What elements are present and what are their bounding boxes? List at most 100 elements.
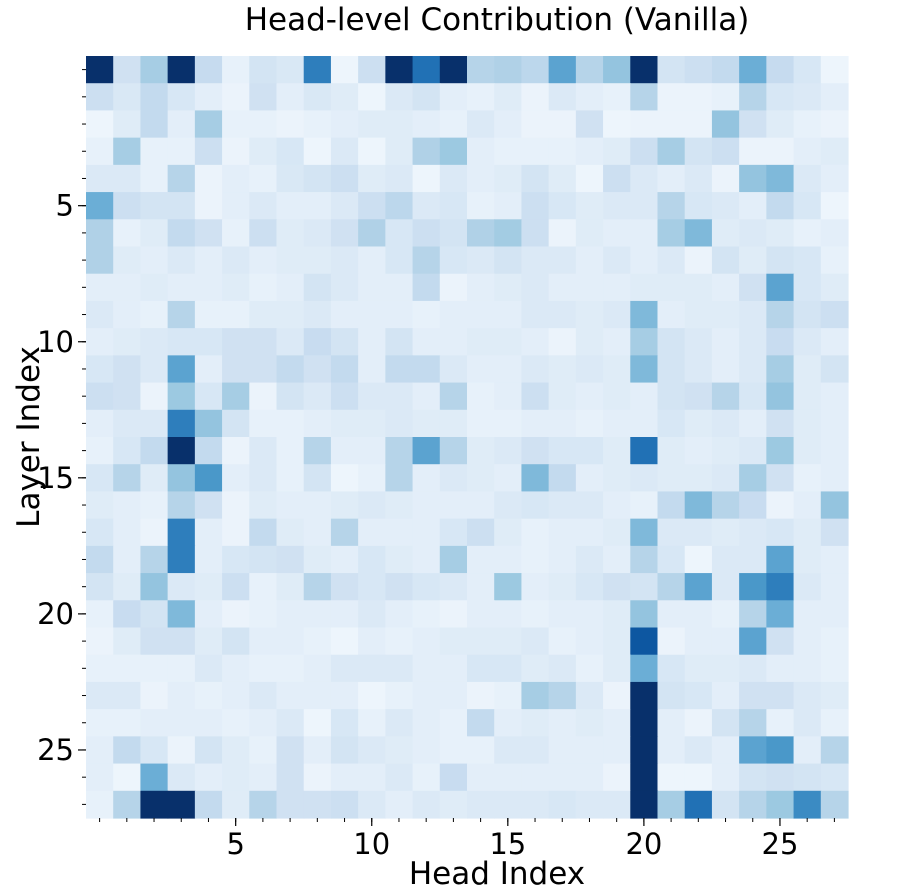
y-tick-label: 10 [37, 325, 74, 359]
heatmap-cell-layer-5-head-10 [358, 192, 386, 220]
heatmap-cell-layer-24-head-5 [222, 709, 250, 737]
heatmap-cell-layer-26-head-14 [467, 763, 495, 792]
heatmap-cell-layer-8-head-22 [684, 273, 713, 302]
heatmap-cell-layer-3-head-23 [711, 137, 740, 166]
heatmap-cell-layer-26-head-1 [113, 763, 142, 792]
heatmap-cell-layer-19-head-0 [86, 573, 114, 601]
heatmap-cell-layer-23-head-14 [467, 681, 495, 710]
heatmap-cell-layer-8-head-8 [303, 273, 332, 302]
heatmap-cell-layer-18-head-19 [603, 545, 631, 574]
heatmap-cell-layer-14-head-18 [575, 437, 604, 465]
heatmap-cell-layer-11-head-0 [86, 355, 114, 384]
heatmap-cell-layer-24-head-21 [657, 709, 686, 737]
x-axis-label: Head Index [409, 856, 585, 892]
heatmap-cell-layer-1-head-19 [603, 83, 631, 112]
heatmap-cell-layer-8-head-27 [820, 273, 849, 302]
heatmap-cell-layer-5-head-11 [385, 192, 414, 220]
heatmap-cell-layer-11-head-18 [575, 355, 604, 384]
heatmap-cell-layer-23-head-20 [630, 681, 659, 710]
heatmap-cell-layer-7-head-21 [657, 246, 686, 275]
heatmap-cell-layer-14-head-11 [385, 437, 414, 465]
heatmap-cell-layer-10-head-1 [113, 328, 142, 356]
heatmap-cell-layer-16-head-5 [222, 491, 250, 520]
heatmap-cell-layer-7-head-4 [194, 246, 223, 275]
heatmap-cell-layer-18-head-20 [630, 545, 659, 574]
heatmap-cell-layer-20-head-20 [630, 600, 659, 629]
heatmap-cell-layer-20-head-3 [167, 600, 196, 629]
heatmap-cell-layer-24-head-1 [113, 709, 142, 737]
heatmap-cell-layer-21-head-10 [358, 627, 386, 656]
heatmap-cell-layer-23-head-6 [249, 681, 278, 710]
heatmap-cell-layer-10-head-23 [711, 328, 740, 356]
heatmap-cell-layer-12-head-23 [711, 382, 740, 411]
heatmap-cell-layer-26-head-0 [86, 763, 114, 792]
heatmap-cell-layer-24-head-18 [575, 709, 604, 737]
heatmap-cell-layer-6-head-9 [330, 219, 359, 248]
heatmap-cell-layer-20-head-19 [603, 600, 631, 629]
heatmap-cell-layer-17-head-10 [358, 518, 386, 547]
heatmap-cell-layer-21-head-19 [603, 627, 631, 656]
heatmap-cell-layer-16-head-9 [330, 491, 359, 520]
heatmap-cell-layer-10-head-24 [739, 328, 767, 356]
heatmap-cell-layer-4-head-18 [575, 164, 604, 193]
heatmap-cell-layer-19-head-26 [793, 573, 822, 601]
heatmap-cell-layer-2-head-3 [167, 110, 196, 139]
heatmap-cell-layer-7-head-12 [412, 246, 441, 275]
heatmap-cell-layer-12-head-2 [140, 382, 169, 411]
heatmap-cell-layer-1-head-15 [494, 83, 523, 112]
heatmap-cell-layer-2-head-10 [358, 110, 386, 139]
heatmap-cell-layer-27-head-22 [684, 790, 713, 819]
heatmap-cell-layer-27-head-13 [439, 790, 468, 819]
heatmap-cell-layer-8-head-23 [711, 273, 740, 302]
heatmap-cell-layer-6-head-3 [167, 219, 196, 248]
heatmap-cell-layer-12-head-11 [385, 382, 414, 411]
heatmap-cell-layer-13-head-22 [684, 409, 713, 438]
heatmap-cell-layer-23-head-22 [684, 681, 713, 710]
heatmap-cell-layer-11-head-21 [657, 355, 686, 384]
heatmap-cell-layer-10-head-18 [575, 328, 604, 356]
heatmap-cell-layer-20-head-5 [222, 600, 250, 629]
heatmap-cell-layer-3-head-5 [222, 137, 250, 166]
heatmap-cell-layer-3-head-18 [575, 137, 604, 166]
heatmap-cell-layer-19-head-20 [630, 573, 659, 601]
heatmap-cell-layer-16-head-16 [521, 491, 550, 520]
heatmap-cell-layer-4-head-27 [820, 164, 849, 193]
heatmap-cell-layer-22-head-18 [575, 654, 604, 683]
heatmap-cell-layer-17-head-11 [385, 518, 414, 547]
heatmap-cell-layer-13-head-17 [548, 409, 577, 438]
heatmap-cell-layer-8-head-7 [276, 273, 305, 302]
x-tick-label: 25 [762, 827, 799, 861]
heatmap-cell-layer-11-head-14 [467, 355, 495, 384]
heatmap-cell-layer-9-head-21 [657, 300, 686, 329]
heatmap-cell-layer-3-head-24 [739, 137, 767, 166]
heatmap-cell-layer-11-head-4 [194, 355, 223, 384]
heatmap-cell-layer-12-head-8 [303, 382, 332, 411]
heatmap-cell-layer-13-head-9 [330, 409, 359, 438]
heatmap-cell-layer-21-head-15 [494, 627, 523, 656]
heatmap-cell-layer-16-head-1 [113, 491, 142, 520]
heatmap-cell-layer-13-head-14 [467, 409, 495, 438]
heatmap-cell-layer-5-head-24 [739, 192, 767, 220]
heatmap-cell-layer-10-head-27 [820, 328, 849, 356]
heatmap-cell-layer-0-head-19 [603, 56, 631, 84]
heatmap-cell-layer-16-head-4 [194, 491, 223, 520]
heatmap-cell-layer-2-head-16 [521, 110, 550, 139]
heatmap-cell-layer-9-head-15 [494, 300, 523, 329]
heatmap-cell-layer-21-head-5 [222, 627, 250, 656]
heatmap-cell-layer-5-head-1 [113, 192, 142, 220]
heatmap-cell-layer-4-head-8 [303, 164, 332, 193]
heatmap-cell-layer-14-head-25 [766, 437, 795, 465]
heatmap-cell-layer-25-head-21 [657, 736, 686, 765]
heatmap-cell-layer-2-head-7 [276, 110, 305, 139]
heatmap-cell-layer-25-head-14 [467, 736, 495, 765]
heatmap-cell-layer-19-head-16 [521, 573, 550, 601]
heatmap-cell-layer-15-head-0 [86, 464, 114, 493]
heatmap-cell-layer-11-head-13 [439, 355, 468, 384]
heatmap-cell-layer-24-head-26 [793, 709, 822, 737]
heatmap-cell-layer-26-head-19 [603, 763, 631, 792]
heatmap-cell-layer-7-head-17 [548, 246, 577, 275]
heatmap-cell-layer-1-head-3 [167, 83, 196, 112]
heatmap-cell-layer-26-head-24 [739, 763, 767, 792]
heatmap-cell-layer-24-head-11 [385, 709, 414, 737]
heatmap-cell-layer-3-head-15 [494, 137, 523, 166]
